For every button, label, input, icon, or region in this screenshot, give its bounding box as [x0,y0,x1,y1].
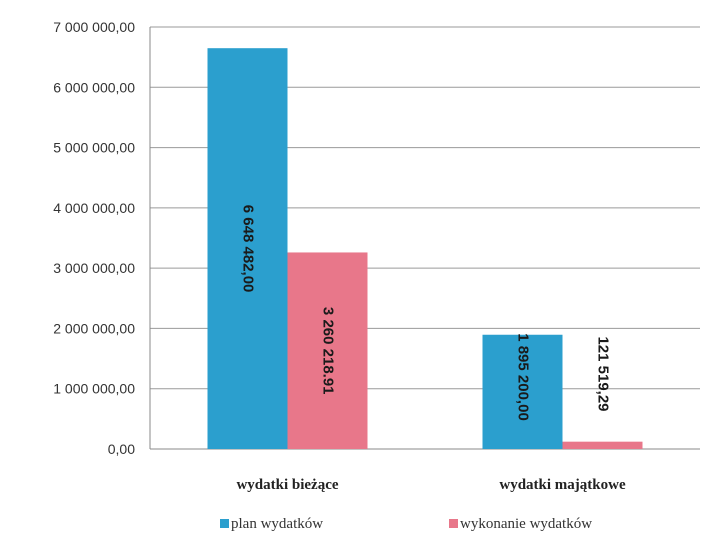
bar [287,252,368,449]
bar [562,441,643,449]
y-tick-label: 3 000 000,00 [53,260,135,276]
y-tick-label: 5 000 000,00 [53,140,135,156]
x-category-label: wydatki bieżące [236,477,338,493]
legend-swatch [449,519,458,528]
data-labels: 6 648 482,00 3 260 218.91 1 895 200,00 121 … [240,205,612,421]
y-tick-label: 1 000 000,00 [53,381,135,397]
bars [207,48,643,449]
data-label: 6 648 482,00 [240,205,257,293]
legend: plan wydatków wykonanie wydatków [220,516,592,532]
legend-swatch [220,519,229,528]
y-tick-label: 4 000 000,00 [53,200,135,216]
data-label: 121 519,29 [595,336,612,411]
y-tick-label: 7 000 000,00 [53,19,135,35]
y-tick-label: 0,00 [108,441,135,457]
bar [482,334,563,449]
bar [207,48,288,449]
data-label: 1 895 200,00 [515,333,532,421]
axes: 0,00 1 000 000,00 2 000 000,00 3 000 000,00… [53,19,700,493]
y-tick-label: 6 000 000,00 [53,79,135,95]
legend-label: wykonanie wydatków [460,516,592,532]
y-tick-label: 2 000 000,00 [53,320,135,336]
data-label: 3 260 218.91 [320,307,337,395]
legend-label: plan wydatków [231,516,323,532]
x-category-label: wydatki majątkowe [499,477,626,493]
